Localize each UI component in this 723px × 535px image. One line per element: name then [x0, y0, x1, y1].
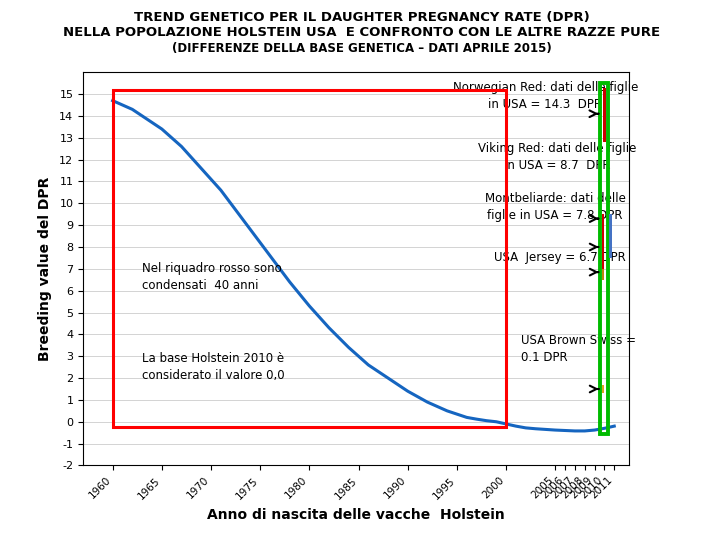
Bar [602, 269, 604, 280]
Text: Norwegian Red: dati delle figlie
in USA = 14.3  DPR: Norwegian Red: dati delle figlie in USA … [453, 81, 638, 111]
Bar [113, 90, 506, 427]
Bar [602, 385, 604, 393]
Text: (DIFFERENZE DELLA BASE GENETICA – DATI APRILE 2015): (DIFFERENZE DELLA BASE GENETICA – DATI A… [171, 42, 552, 55]
Text: USA Brown Swiss =
0.1 DPR: USA Brown Swiss = 0.1 DPR [521, 334, 636, 364]
Text: TREND GENETICO PER IL DAUGHTER PREGNANCY RATE (DPR): TREND GENETICO PER IL DAUGHTER PREGNANCY… [134, 11, 589, 24]
Bar [601, 83, 608, 434]
Text: La base Holstein 2010 è
considerato il valore 0,0: La base Holstein 2010 è considerato il v… [142, 352, 285, 382]
Text: Viking Red: dati delle figlie
in USA = 8.7  DPR: Viking Red: dati delle figlie in USA = 8… [478, 142, 636, 172]
Text: USA  Jersey = 6.7 DPR: USA Jersey = 6.7 DPR [495, 251, 626, 264]
Y-axis label: Breeding value del DPR: Breeding value del DPR [38, 177, 52, 361]
Bar [603, 88, 606, 142]
X-axis label: Anno di nascita delle vacche  Holstein: Anno di nascita delle vacche Holstein [208, 508, 505, 522]
Bar [609, 214, 612, 258]
Text: geno: geno [616, 500, 675, 519]
Text: NELLA POPOLAZIONE HOLSTEIN USA  E CONFRONTO CON LE ALTRE RAZZE PURE: NELLA POPOLAZIONE HOLSTEIN USA E CONFRON… [63, 26, 660, 39]
Text: Montbeliarde: dati delle
figlie in USA = 7.8 DPR: Montbeliarde: dati delle figlie in USA =… [485, 193, 625, 223]
Bar [602, 214, 604, 273]
Text: Nel riquadro rosso sono
condensati  40 anni: Nel riquadro rosso sono condensati 40 an… [142, 262, 282, 292]
